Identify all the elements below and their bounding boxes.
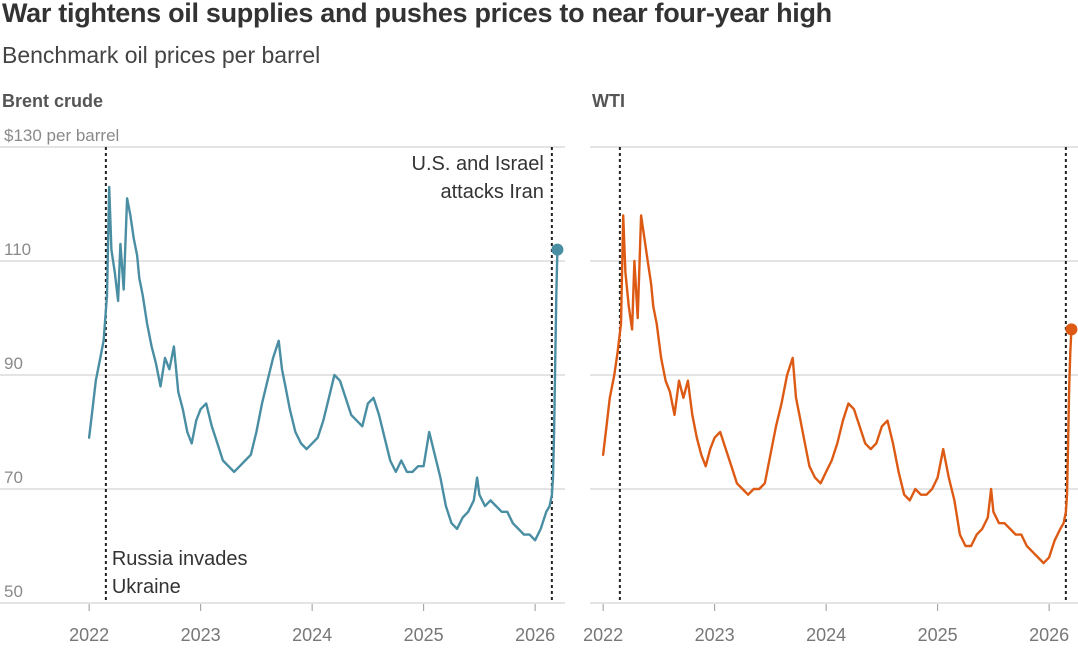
x-tick-label: 2022 bbox=[583, 625, 623, 645]
last-value-dot bbox=[551, 243, 564, 256]
chart-subtitle: Benchmark oil prices per barrel bbox=[2, 42, 321, 68]
y-tick-label: 50 bbox=[4, 582, 23, 601]
x-tick-label: 2026 bbox=[515, 625, 555, 645]
event-annotation: U.S. and Israel bbox=[412, 153, 544, 175]
last-value-dot bbox=[1065, 323, 1078, 336]
panel-title: Brent crude bbox=[2, 91, 103, 111]
event-annotation: attacks Iran bbox=[440, 181, 543, 203]
y-tick-label: 110 bbox=[4, 240, 31, 259]
x-tick-label: 2023 bbox=[181, 625, 221, 645]
chart-title: War tightens oil supplies and pushes pri… bbox=[2, 0, 832, 28]
panel-title: WTI bbox=[592, 91, 625, 111]
panel-brent: Brent crude 50 70 90 110 $130 per barrel 2022 2… bbox=[0, 91, 565, 645]
x-tick-label: 2023 bbox=[695, 625, 735, 645]
series-line-wti bbox=[601, 214, 1073, 565]
x-tick-label: 2022 bbox=[69, 625, 109, 645]
x-tick-label: 2025 bbox=[404, 625, 444, 645]
y-tick-label: 70 bbox=[4, 468, 23, 487]
x-tick-label: 2025 bbox=[918, 625, 958, 645]
event-annotation: Ukraine bbox=[112, 576, 181, 598]
event-annotation: Russia invades bbox=[112, 548, 248, 570]
panel-wti: WTI 2022 2023 2024 2025 2026 bbox=[583, 91, 1078, 645]
y-tick-label: $130 per barrel bbox=[4, 126, 119, 145]
x-tick-label: 2024 bbox=[292, 625, 332, 645]
series-line-brent bbox=[87, 185, 559, 542]
x-tick-label: 2026 bbox=[1029, 625, 1069, 645]
x-tick-label: 2024 bbox=[806, 625, 846, 645]
y-tick-label: 90 bbox=[4, 354, 23, 373]
